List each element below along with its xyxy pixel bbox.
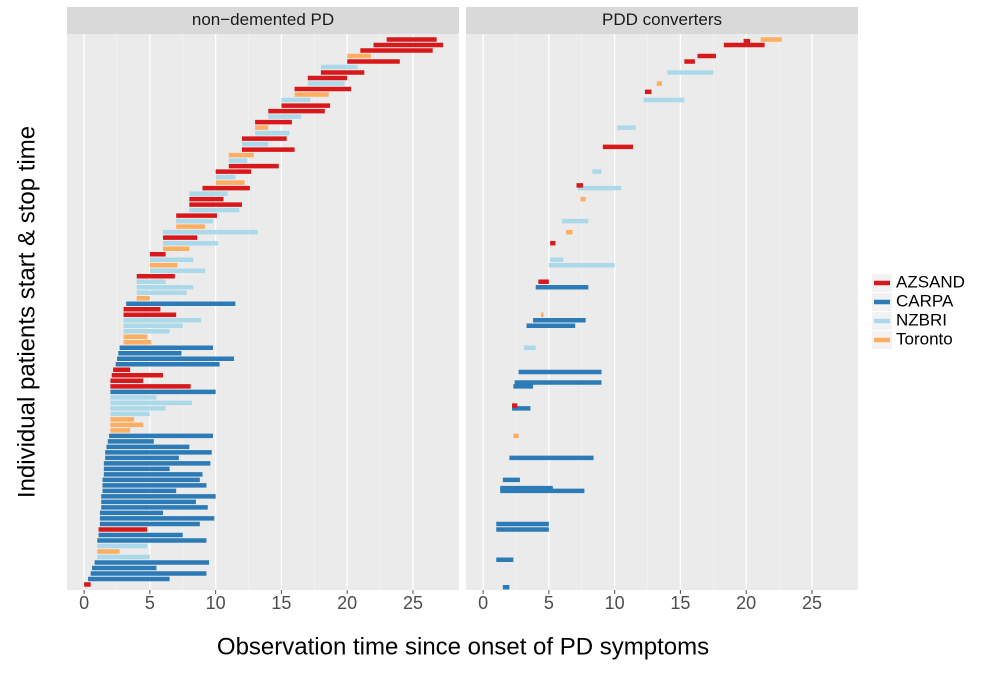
legend-label: AZSAND — [896, 272, 965, 291]
x-tick-label: 20 — [736, 593, 756, 613]
strip — [67, 7, 459, 34]
x-tick-label: 5 — [145, 593, 155, 613]
panel-title: PDD converters — [602, 10, 722, 29]
x-tick-label: 0 — [79, 593, 89, 613]
legend-label: CARPA — [896, 291, 954, 310]
x-tick-label: 20 — [337, 593, 357, 613]
x-tick-label: 10 — [605, 593, 625, 613]
x-tick-label: 25 — [403, 593, 423, 613]
x-tick-label: 15 — [670, 593, 690, 613]
legend-label: Toronto — [896, 329, 953, 348]
legend-label: NZBRI — [896, 310, 947, 329]
panel-title: non−demented PD — [192, 10, 334, 29]
panel-background — [466, 34, 858, 590]
x-tick-label: 25 — [802, 593, 822, 613]
y-axis-label: Individual patients start & stop time — [13, 126, 40, 498]
x-axis-label: Observation time since onset of PD sympt… — [217, 633, 709, 660]
x-tick-label: 0 — [478, 593, 488, 613]
x-tick-label: 10 — [206, 593, 226, 613]
strip — [466, 7, 858, 34]
x-tick-label: 5 — [544, 593, 554, 613]
x-tick-label: 15 — [271, 593, 291, 613]
